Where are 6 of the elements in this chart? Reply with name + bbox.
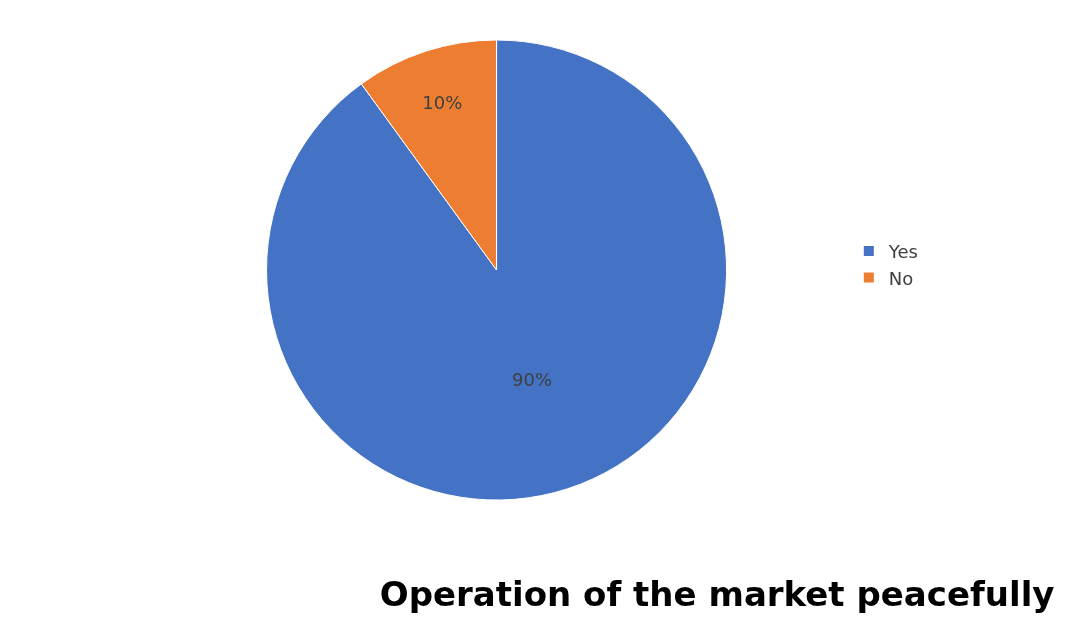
legend-label: No <box>888 267 914 289</box>
data-label: 10% <box>422 92 463 114</box>
text: Operation of the market peacefully <box>379 573 1055 614</box>
pie-slice <box>266 39 727 501</box>
legend-label: Yes <box>887 241 918 263</box>
data-label: 90% <box>512 368 553 390</box>
